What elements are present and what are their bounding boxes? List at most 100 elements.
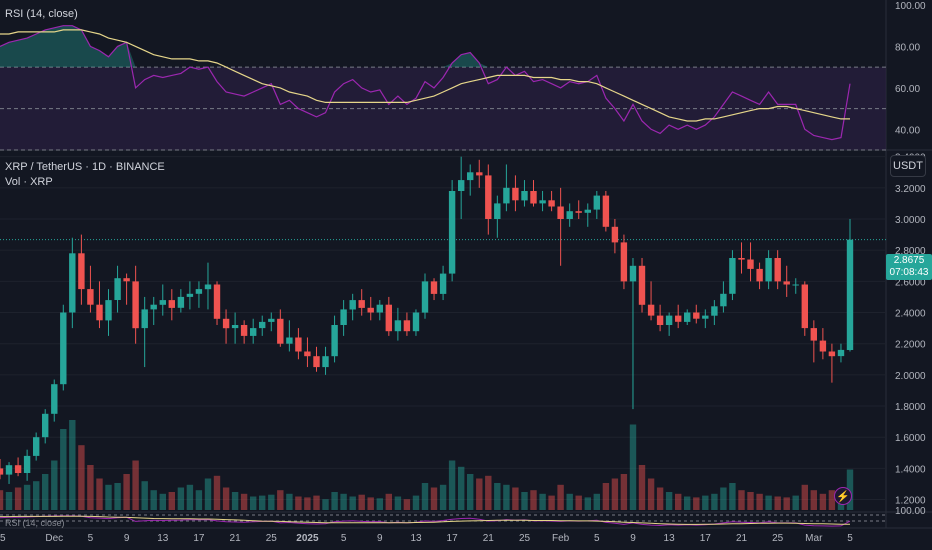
- volume-bar: [240, 493, 248, 510]
- volume-bar: [656, 487, 664, 510]
- volume-bar: [14, 487, 22, 510]
- volume-bar: [458, 466, 465, 510]
- time-axis-label: 5: [847, 533, 853, 544]
- volume-bar: [421, 483, 429, 510]
- volume-bar: [720, 487, 727, 510]
- price-axis-label: 3.0000: [895, 215, 926, 226]
- price-axis-label: 1.8000: [895, 402, 926, 413]
- rsi-axis-label: 60.00: [895, 84, 920, 95]
- volume-bar: [376, 498, 383, 510]
- lightning-icon[interactable]: ⚡: [834, 487, 852, 505]
- volume-bar: [132, 460, 139, 510]
- countdown-timer: 07:08:43: [889, 267, 929, 278]
- candle-body: [87, 289, 94, 305]
- volume-bar: [313, 495, 320, 510]
- last-price-value: 2.8675: [893, 255, 925, 266]
- time-axis-label: 13: [410, 533, 422, 544]
- volume-bar: [412, 495, 420, 510]
- candle-body: [476, 172, 483, 176]
- volume-bar: [213, 475, 221, 510]
- rsi-line: [0, 25, 851, 141]
- last-price-badge: 2.8675 07:08:43: [886, 254, 932, 280]
- candle-body: [313, 356, 320, 368]
- price-axis-label: 1.6000: [895, 433, 926, 444]
- candle-body: [186, 293, 194, 297]
- candle-body: [105, 300, 112, 321]
- volume-bar: [186, 484, 194, 510]
- volume-bar: [358, 494, 365, 510]
- candle-body: [96, 304, 103, 321]
- volume-bar: [611, 478, 619, 510]
- candle-body: [485, 175, 492, 219]
- time-axis-label: 5: [594, 533, 600, 544]
- volume-bar: [783, 497, 790, 510]
- volume-bar: [394, 496, 402, 510]
- volume-bar: [629, 424, 637, 510]
- candle-body: [331, 325, 338, 357]
- candle-body: [684, 312, 691, 322]
- candle-body: [548, 200, 555, 207]
- candle-body: [385, 304, 392, 332]
- rsi-legend: RSI (14, close): [5, 8, 78, 20]
- candle-body: [213, 284, 221, 319]
- candle-body: [322, 356, 329, 368]
- rsi-bottom-legend: RSI (14, close): [5, 518, 65, 528]
- candle-body: [665, 315, 673, 325]
- volume-bar: [665, 492, 673, 510]
- volume-bar: [331, 492, 338, 510]
- volume-bar: [277, 490, 284, 510]
- volume-bar: [168, 492, 175, 510]
- candle-body: [656, 315, 664, 325]
- volume-bar: [123, 474, 130, 510]
- volume-bar: [539, 493, 546, 510]
- candle-body: [512, 187, 519, 201]
- candle-body: [765, 258, 772, 282]
- volume-bar: [810, 490, 817, 510]
- candle-body: [114, 278, 121, 300]
- candle-body: [177, 296, 185, 308]
- candle-body: [539, 200, 546, 204]
- volume-bar: [765, 495, 772, 510]
- candle-body: [295, 337, 302, 352]
- volume-bar: [756, 493, 763, 510]
- candle-body: [575, 211, 582, 213]
- candle-body: [467, 172, 474, 181]
- candle-body: [69, 253, 76, 313]
- candle-body: [268, 318, 275, 322]
- candle-body: [376, 304, 383, 313]
- candle-body: [123, 278, 130, 282]
- candle-body: [132, 281, 139, 329]
- candle-body: [304, 351, 311, 357]
- candle-body: [810, 328, 817, 341]
- symbol-legend: XRP / TetherUS · 1D · BINANCE: [5, 161, 165, 173]
- candle-body: [150, 304, 157, 310]
- candle-body: [23, 455, 31, 473]
- candle-body: [647, 304, 655, 316]
- volume-bar: [467, 474, 474, 510]
- volume-bar: [105, 484, 112, 510]
- time-axis-label: 17: [700, 533, 712, 544]
- candle-body: [729, 258, 736, 294]
- candle-body: [78, 253, 85, 290]
- rsi-overbought-fill: [0, 25, 850, 68]
- candle-body: [5, 465, 13, 475]
- candle-body: [458, 180, 465, 191]
- volume-bar: [566, 493, 573, 510]
- time-axis-label: 9: [377, 533, 383, 544]
- volume-bar: [747, 492, 754, 510]
- volume-bar: [638, 465, 646, 510]
- candle-body: [566, 211, 573, 219]
- volume-bar: [33, 481, 40, 510]
- candle-body: [702, 315, 709, 319]
- time-axis-label: 9: [124, 533, 130, 544]
- volume-bar: [340, 493, 347, 510]
- volume-bar: [584, 497, 591, 510]
- candle-body: [756, 268, 763, 282]
- volume-bar: [801, 484, 808, 510]
- currency-button[interactable]: USDT: [890, 155, 926, 177]
- price-axis-label: 1.4000: [895, 464, 926, 475]
- volume-bar: [792, 495, 799, 510]
- candle-body: [819, 340, 827, 352]
- candle-body: [367, 307, 374, 313]
